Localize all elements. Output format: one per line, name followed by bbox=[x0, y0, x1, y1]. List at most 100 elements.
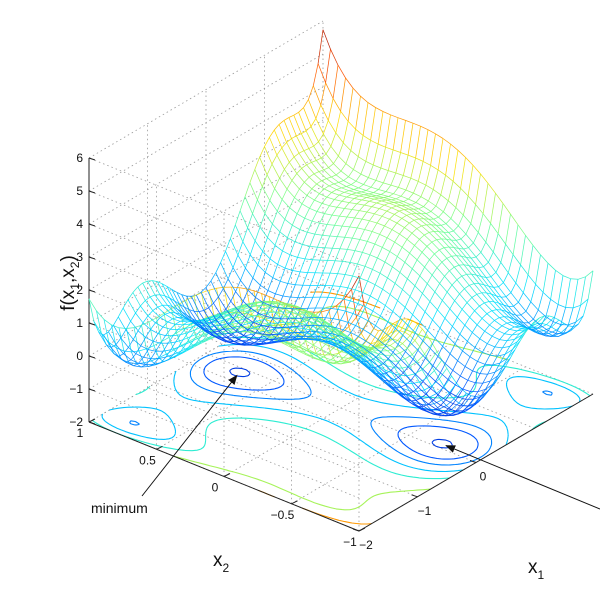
mesh-line-x bbox=[335, 170, 342, 176]
z-tick-mark bbox=[88, 355, 96, 359]
mesh-line-x bbox=[538, 327, 545, 332]
mesh-line-y bbox=[337, 330, 346, 337]
mesh-line-y bbox=[293, 331, 301, 334]
mesh-line-x bbox=[429, 291, 436, 302]
mesh-line-y bbox=[238, 310, 247, 318]
mesh-line-x bbox=[293, 111, 299, 116]
mesh-line-y bbox=[235, 316, 244, 319]
mesh-line-y bbox=[235, 291, 244, 302]
mesh-line-y bbox=[458, 264, 467, 275]
mesh-line-y bbox=[306, 164, 315, 175]
mesh-line-y bbox=[137, 330, 146, 338]
mesh-line-x bbox=[373, 189, 379, 193]
mesh-line-y bbox=[291, 138, 300, 154]
mesh-line-y bbox=[276, 321, 285, 324]
mesh-line-y bbox=[330, 359, 339, 362]
mesh-line-x bbox=[392, 355, 398, 362]
mesh-line-x bbox=[497, 347, 503, 357]
mesh-line-y bbox=[257, 264, 266, 273]
y-tick-mark bbox=[291, 500, 298, 505]
mesh-line-y bbox=[477, 361, 486, 365]
mesh-line-y bbox=[462, 388, 471, 392]
mesh-line-x bbox=[504, 329, 510, 334]
mesh-line-x bbox=[184, 306, 190, 310]
mesh-line-y bbox=[356, 355, 365, 363]
mesh-line-y bbox=[193, 341, 202, 347]
mesh-line-x bbox=[479, 330, 485, 340]
mesh-line-x bbox=[490, 193, 496, 224]
mesh-line-x bbox=[421, 224, 427, 227]
mesh-line-y bbox=[453, 230, 462, 240]
mesh-line-x bbox=[493, 286, 499, 288]
axis-labels: f(x1,x2) x2 x1 bbox=[58, 255, 545, 582]
mesh-line-x bbox=[213, 296, 219, 304]
mesh-line-x bbox=[251, 316, 258, 322]
mesh-line-y bbox=[153, 341, 162, 346]
mesh-line-y bbox=[496, 329, 505, 335]
mesh-line-x bbox=[326, 214, 333, 225]
mesh-line-x bbox=[330, 355, 337, 361]
mesh-line-y bbox=[339, 194, 347, 198]
mesh-line-y bbox=[355, 180, 364, 185]
mesh-line-y bbox=[540, 254, 549, 264]
mesh-line-y bbox=[439, 327, 448, 337]
mesh-line-y bbox=[303, 107, 312, 127]
mesh-line-x bbox=[457, 350, 463, 361]
mesh-line-y bbox=[182, 323, 191, 326]
mesh-line-y bbox=[426, 370, 435, 379]
mesh-line-y bbox=[162, 326, 171, 330]
mesh-line-y bbox=[282, 308, 291, 312]
mesh-line-y bbox=[229, 320, 238, 324]
mesh-line-x bbox=[352, 303, 359, 314]
mesh-line-y bbox=[208, 307, 217, 320]
mesh-line-x bbox=[407, 268, 413, 279]
mesh-line-x bbox=[320, 82, 326, 105]
mesh-line-y bbox=[246, 331, 254, 334]
mesh-line-x bbox=[407, 123, 414, 156]
mesh-line-x bbox=[445, 218, 452, 224]
mesh-line-y bbox=[311, 338, 319, 341]
mesh-line-x bbox=[182, 332, 189, 340]
mesh-line-y bbox=[403, 175, 411, 179]
mesh-line-y bbox=[391, 207, 400, 212]
mesh-line-x bbox=[398, 175, 404, 188]
mesh-line-y bbox=[313, 173, 322, 181]
mesh-line-y bbox=[530, 328, 539, 335]
mesh-line-y bbox=[293, 115, 302, 134]
mesh-line-x bbox=[367, 310, 374, 321]
mesh-line-y bbox=[254, 308, 263, 311]
mesh-line-y bbox=[407, 278, 416, 287]
mesh-line-x bbox=[123, 347, 129, 354]
mesh-line-y bbox=[535, 283, 544, 293]
mesh-line-x bbox=[190, 329, 196, 337]
mesh-line-y bbox=[387, 321, 396, 329]
mesh-line-x bbox=[305, 126, 312, 132]
mesh-line-y bbox=[415, 374, 424, 382]
mesh-line-y bbox=[330, 333, 339, 336]
mesh-line-x bbox=[509, 326, 515, 330]
mesh-line-y bbox=[423, 408, 432, 411]
mesh-line-y bbox=[347, 121, 356, 130]
mesh-line-y bbox=[518, 320, 527, 328]
mesh-line-x bbox=[294, 188, 300, 198]
mesh-line-x bbox=[503, 272, 509, 283]
mesh-line-x bbox=[507, 254, 514, 273]
mesh-line-y bbox=[178, 299, 187, 305]
mesh-line-y bbox=[458, 410, 467, 415]
mesh-line-x bbox=[423, 200, 429, 207]
mesh-line-y bbox=[235, 330, 244, 336]
mesh-line-y bbox=[399, 233, 408, 240]
mesh-line-y bbox=[155, 322, 164, 328]
mesh-line-y bbox=[135, 312, 144, 324]
mesh-line-x bbox=[135, 305, 141, 314]
mesh-line-x bbox=[434, 283, 440, 293]
mesh-line-x bbox=[409, 219, 415, 224]
mesh-line-y bbox=[378, 366, 387, 374]
mesh-line-x bbox=[422, 328, 428, 336]
mesh-line-y bbox=[242, 300, 251, 309]
mesh-line-y bbox=[249, 182, 258, 201]
mesh-line-x bbox=[318, 339, 325, 356]
mesh-line-x bbox=[397, 340, 403, 344]
mesh-line-x bbox=[372, 144, 379, 166]
mesh-line-y bbox=[427, 129, 436, 135]
